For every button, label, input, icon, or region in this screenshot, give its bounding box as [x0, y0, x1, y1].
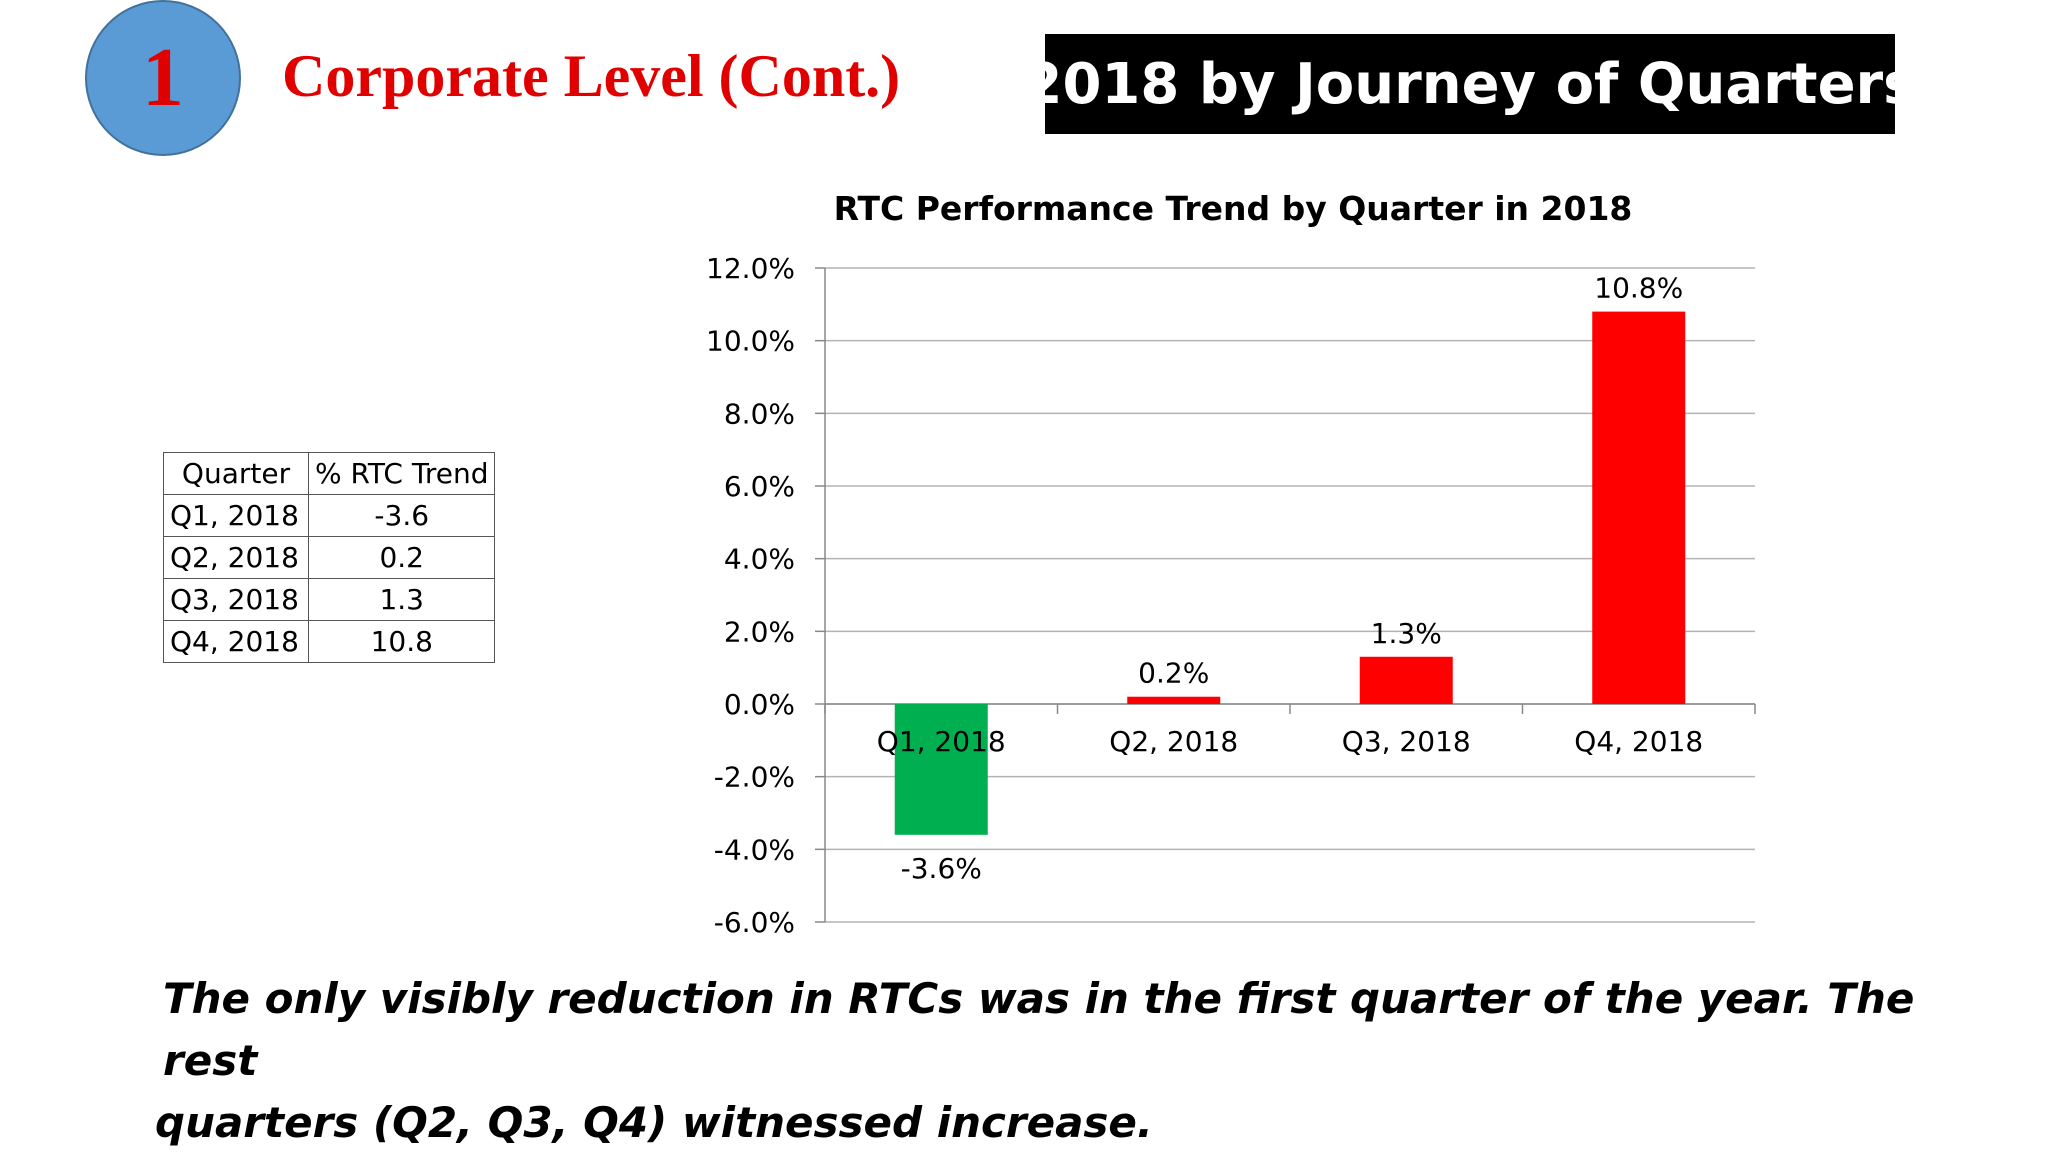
- bar: [1359, 656, 1453, 704]
- section-number-badge: 1: [85, 0, 241, 156]
- table-row: Q4, 2018 10.8: [163, 620, 496, 663]
- slide-title: Corporate Level (Cont.): [282, 43, 901, 109]
- section-number: 1: [142, 31, 184, 124]
- slide-caption: The only visibly reduction in RTCs was i…: [155, 968, 1955, 1154]
- table-row: Q3, 2018 1.3: [163, 578, 496, 621]
- y-tick-label: 4.0%: [724, 543, 795, 576]
- table-cell-quarter: Q1, 2018: [163, 494, 309, 537]
- table-cell-trend: 0.2: [307, 536, 496, 579]
- x-tick-label: Q4, 2018: [1574, 725, 1703, 758]
- data-label: 0.2%: [1138, 657, 1209, 690]
- table-header-quarter: Quarter: [163, 452, 309, 495]
- y-tick-label: -6.0%: [714, 906, 795, 939]
- y-tick-label: 12.0%: [706, 252, 795, 285]
- y-tick-label: 6.0%: [724, 470, 795, 503]
- table-cell-trend: 10.8: [307, 620, 496, 663]
- y-tick-label: 2.0%: [724, 615, 795, 648]
- table-cell-quarter: Q2, 2018: [163, 536, 309, 579]
- x-tick-label: Q2, 2018: [1109, 725, 1238, 758]
- bar: [1127, 696, 1221, 704]
- caption-line-1: The only visibly reduction in RTCs was i…: [163, 974, 1915, 1085]
- table-cell-trend: 1.3: [307, 578, 496, 621]
- data-label: 1.3%: [1371, 617, 1442, 650]
- caption-line-2: quarters (Q2, Q3, Q4) witnessed increase…: [155, 1098, 1153, 1147]
- data-label: -3.6%: [901, 852, 982, 885]
- banner-text: 2018 by Journey of Quarters: [1023, 51, 1917, 117]
- rtc-data-table: Quarter % RTC Trend Q1, 2018 -3.6 Q2, 20…: [163, 452, 496, 663]
- data-label: 10.8%: [1594, 272, 1683, 305]
- y-tick-label: -4.0%: [714, 833, 795, 866]
- bar: [894, 704, 988, 835]
- y-tick-label: 0.0%: [724, 688, 795, 721]
- bar: [1592, 311, 1686, 704]
- table-row: Q2, 2018 0.2: [163, 536, 496, 579]
- y-tick-label: -2.0%: [714, 761, 795, 794]
- y-tick-label: 8.0%: [724, 397, 795, 430]
- x-tick-label: Q3, 2018: [1342, 725, 1471, 758]
- slide-banner: 2018 by Journey of Quarters: [1024, 34, 1917, 134]
- table-cell-quarter: Q4, 2018: [163, 620, 309, 663]
- x-tick-label: Q1, 2018: [877, 725, 1006, 758]
- chart-title: RTC Performance Trend by Quarter in 2018: [834, 189, 1633, 228]
- y-tick-label: 10.0%: [706, 325, 795, 358]
- table-row: Q1, 2018 -3.6: [163, 494, 496, 537]
